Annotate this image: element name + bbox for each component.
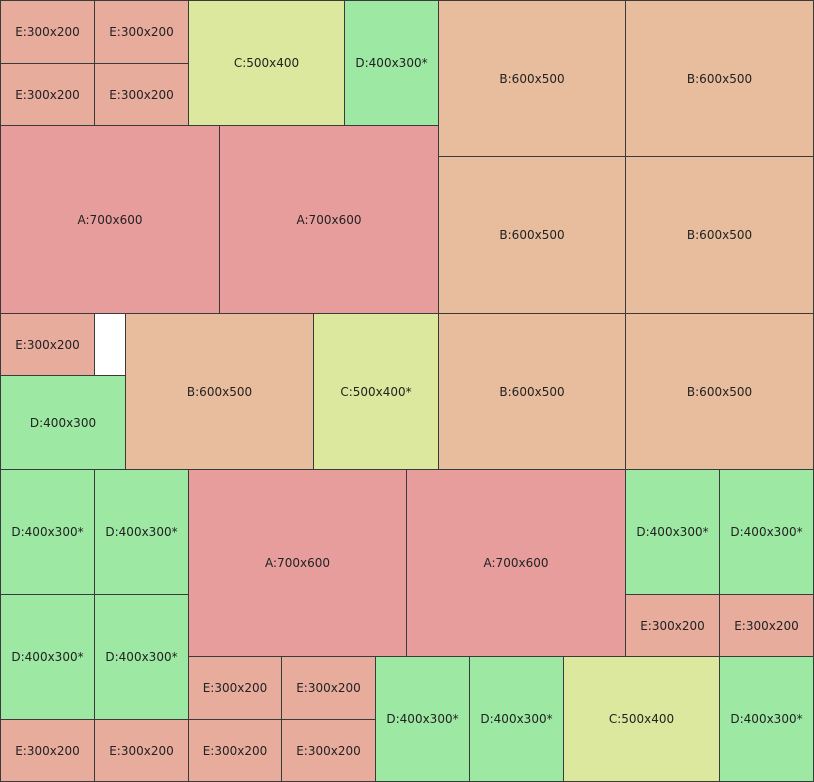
tile-e: E:300x200 <box>94 719 189 782</box>
tile-d-rotated: D:400x300* <box>469 656 564 782</box>
tile-e: E:300x200 <box>625 594 720 657</box>
tile-e: E:300x200 <box>719 594 814 657</box>
tile-d-rotated: D:400x300* <box>0 594 95 720</box>
tile-d-rotated: D:400x300* <box>94 594 189 720</box>
tile-c: C:500x400 <box>563 656 720 782</box>
tile-d-rotated: D:400x300* <box>375 656 470 782</box>
tile-b: B:600x500 <box>438 0 626 157</box>
tile-c: C:500x400 <box>188 0 345 126</box>
tile-e: E:300x200 <box>94 0 189 64</box>
tile-b: B:600x500 <box>438 156 626 314</box>
tile-a: A:700x600 <box>219 125 439 314</box>
tile-d-rotated: D:400x300* <box>0 469 95 595</box>
tile-a: A:700x600 <box>0 125 220 314</box>
tile-e: E:300x200 <box>281 719 376 782</box>
tile-a: A:700x600 <box>406 469 626 657</box>
tile-b: B:600x500 <box>625 156 814 314</box>
tile-e: E:300x200 <box>0 313 95 376</box>
tile-d-rotated: D:400x300* <box>719 469 814 595</box>
tile-d-rotated: D:400x300* <box>719 656 814 782</box>
tile-e: E:300x200 <box>94 63 189 126</box>
tile-c-rotated: C:500x400* <box>313 313 439 470</box>
tile-d-rotated: D:400x300* <box>94 469 189 595</box>
tile-e: E:300x200 <box>0 63 95 126</box>
free-space <box>95 314 126 376</box>
tile-d: D:400x300 <box>0 375 126 470</box>
tile-d-rotated: D:400x300* <box>344 0 439 126</box>
tile-b: B:600x500 <box>125 313 314 470</box>
tile-b: B:600x500 <box>438 313 626 470</box>
tile-e: E:300x200 <box>0 719 95 782</box>
tile-e: E:300x200 <box>0 0 95 64</box>
tile-e: E:300x200 <box>188 719 282 782</box>
tile-e: E:300x200 <box>281 656 376 720</box>
tile-a: A:700x600 <box>188 469 407 657</box>
tile-b: B:600x500 <box>625 313 814 470</box>
tile-e: E:300x200 <box>188 656 282 720</box>
tile-d-rotated: D:400x300* <box>625 469 720 595</box>
tile-b: B:600x500 <box>625 0 814 157</box>
